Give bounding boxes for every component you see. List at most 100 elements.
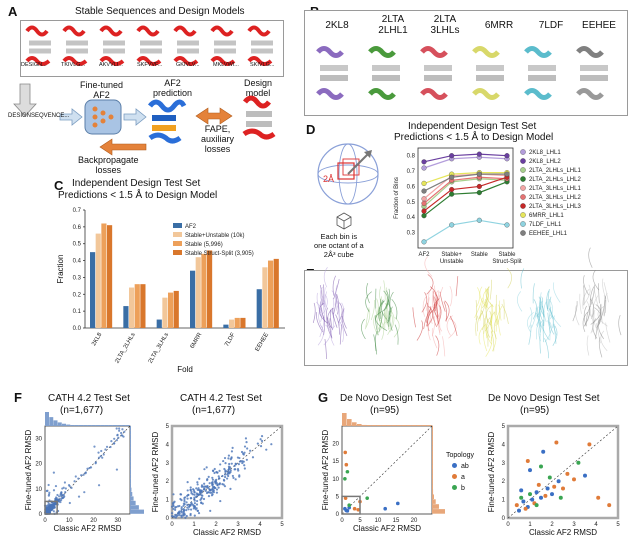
trace bbox=[501, 303, 509, 324]
scatter-point bbox=[110, 439, 113, 443]
legend: AF2 Stable+Unstable (10k) Stable (5,996) St… bbox=[173, 223, 254, 257]
trace bbox=[482, 287, 490, 309]
trace bbox=[434, 289, 439, 311]
bar bbox=[201, 253, 207, 328]
trace bbox=[336, 294, 339, 315]
trace bbox=[432, 290, 437, 311]
hist-bar-top bbox=[70, 425, 75, 426]
hist-bar-right bbox=[130, 434, 131, 439]
line-chart-d: 0.3 0.4 0.5 0.6 0.7 0.8 Fraction of Bins AF2 Sta… bbox=[394, 147, 581, 280]
helix bbox=[368, 46, 396, 58]
scatter-point bbox=[46, 489, 49, 492]
scatter-point bbox=[190, 490, 193, 493]
trace bbox=[597, 305, 608, 327]
trace bbox=[496, 304, 501, 325]
scatter-point bbox=[64, 491, 67, 494]
scatter-point bbox=[180, 516, 183, 519]
scatter-point bbox=[118, 427, 121, 430]
trace bbox=[446, 315, 453, 336]
hist-bar-top bbox=[372, 425, 377, 426]
scatter-point bbox=[219, 463, 222, 466]
cube-size-label: 2Å bbox=[323, 174, 335, 184]
scatter-point bbox=[59, 500, 62, 504]
scatter-point bbox=[190, 502, 193, 506]
x-tick-label: 15 bbox=[393, 518, 400, 524]
trace bbox=[595, 323, 601, 344]
scatter-point bbox=[63, 481, 67, 484]
legend-title: Topology bbox=[446, 452, 475, 459]
x-tick-label: 5 bbox=[616, 522, 620, 528]
scatter-point bbox=[216, 483, 219, 487]
scatter-point bbox=[182, 502, 185, 505]
scatter-point bbox=[234, 468, 237, 471]
legend-label: 2LTA_3LHLs_LHL1 bbox=[529, 186, 581, 192]
scatter-point bbox=[208, 482, 211, 485]
fold-label: 2KL8 bbox=[325, 20, 349, 31]
y-tick-label: 10 bbox=[332, 477, 339, 483]
cube-bin bbox=[337, 162, 355, 180]
trace bbox=[588, 247, 593, 268]
scatter-point bbox=[82, 473, 85, 476]
protein-cartoon bbox=[173, 25, 199, 66]
hist-bar-top bbox=[83, 425, 88, 426]
scatter-g-zoom: 0 1 2 3 4 5 0 1 2 3 4 5 Classic AF2 RMSD Fine-tuned A… bbox=[487, 424, 620, 537]
data-point bbox=[449, 186, 455, 193]
scatter-point bbox=[172, 507, 175, 511]
scatter-point bbox=[230, 457, 233, 460]
x-tick-label: Stable bbox=[498, 252, 516, 258]
hist-bar-top bbox=[45, 412, 49, 426]
helix bbox=[247, 25, 271, 37]
legend-item: ab bbox=[452, 463, 469, 470]
sequence-models-box bbox=[20, 20, 284, 77]
hist-bar-right bbox=[432, 489, 434, 495]
trace bbox=[379, 296, 382, 317]
bar bbox=[162, 297, 168, 328]
plot-frame bbox=[170, 424, 284, 520]
scatter-point bbox=[179, 493, 182, 496]
x-tick-label: 0 bbox=[43, 518, 47, 524]
bar bbox=[101, 223, 107, 328]
panel-letter-d: D bbox=[306, 122, 316, 137]
down-arrow bbox=[13, 83, 37, 117]
trace bbox=[383, 309, 386, 330]
scatter-point bbox=[554, 440, 559, 445]
scatter-point bbox=[62, 486, 65, 489]
x-tick-label: 2LTA_2LHLs bbox=[114, 332, 136, 365]
design-model-protein bbox=[242, 95, 276, 140]
scatter-point bbox=[244, 437, 248, 440]
scatter-point bbox=[77, 477, 80, 480]
trace bbox=[480, 309, 485, 331]
hist-bar-right bbox=[130, 470, 131, 475]
scatter-point bbox=[256, 442, 259, 445]
legend-marker bbox=[520, 158, 526, 164]
legend-marker bbox=[520, 185, 526, 191]
trace bbox=[603, 296, 607, 317]
y-axis-label: Fine-tuned AF2 RMSD bbox=[24, 430, 33, 511]
y-tick-label: 0.1 bbox=[73, 309, 82, 315]
trace bbox=[598, 283, 600, 304]
trace bbox=[439, 291, 446, 312]
scatter-point bbox=[587, 442, 592, 447]
diagonal-line bbox=[341, 425, 433, 515]
scatter-point bbox=[193, 493, 196, 496]
helix bbox=[472, 46, 500, 58]
scatter-point bbox=[62, 493, 65, 496]
scatter-point bbox=[193, 490, 196, 493]
scatter-point bbox=[238, 456, 241, 460]
scatter-point bbox=[203, 485, 207, 488]
helix bbox=[62, 56, 88, 66]
trace bbox=[506, 267, 513, 289]
ensemble-clouds bbox=[312, 247, 622, 360]
trace bbox=[532, 283, 535, 304]
hist-bar-right bbox=[432, 504, 439, 509]
trace bbox=[426, 306, 432, 327]
bar bbox=[156, 319, 162, 328]
scatter-point bbox=[109, 445, 112, 449]
trace bbox=[532, 299, 537, 320]
scatter-point bbox=[73, 480, 76, 483]
scatter-point bbox=[196, 509, 200, 512]
trace bbox=[342, 308, 347, 329]
scatter-point bbox=[211, 490, 215, 493]
x-tick-label: 7LDF bbox=[224, 332, 237, 348]
hist-bar-right bbox=[432, 494, 434, 499]
